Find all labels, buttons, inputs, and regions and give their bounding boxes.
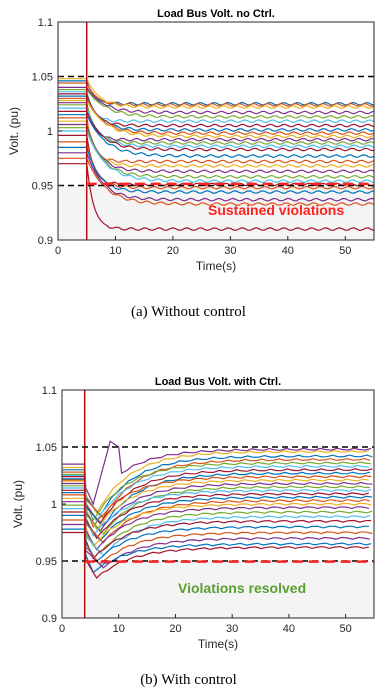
x-tick-label: 40: [283, 623, 295, 635]
x-tick-label: 10: [113, 623, 125, 635]
x-tick-label: 30: [224, 245, 236, 257]
series-line-24: [58, 152, 375, 202]
series-line-11: [62, 481, 373, 533]
series-line-13: [62, 487, 372, 538]
series-line-14: [62, 489, 370, 540]
chart-title: Load Bus Volt. no Ctrl.: [157, 8, 275, 20]
series-line-15: [58, 114, 375, 159]
lower-band: [58, 185, 374, 240]
chart-without-control: Load Bus Volt. no Ctrl. 0 10 20 30 40 50 0.9 0.9…: [7, 8, 375, 273]
series-line-20: [58, 130, 375, 184]
y-axis-label: Volt. (pu): [7, 107, 21, 155]
x-tick-label: 0: [59, 623, 65, 635]
series-line-25: [62, 528, 372, 574]
series-line-9: [62, 475, 372, 529]
series-line-19: [58, 127, 375, 179]
series-line-7: [62, 468, 373, 525]
series-line-7: [58, 93, 375, 128]
series-line-3: [58, 78, 375, 109]
series-line-13: [58, 107, 375, 149]
figure-with-control: Load Bus Volt. with Ctrl. 0 10 20 30 40 50 0.9 0…: [0, 340, 377, 698]
y-tick-label: 0.9: [38, 235, 53, 247]
series-line-16: [58, 117, 375, 164]
series-line-19: [62, 504, 373, 554]
series-line-23: [62, 519, 373, 566]
series-line-25: [58, 157, 375, 206]
series-line-1: [62, 440, 372, 506]
series-line-21: [62, 511, 372, 560]
series-line-24: [62, 523, 371, 569]
series-line-12: [62, 485, 371, 535]
series-line-11: [58, 102, 374, 142]
series-line-12: [58, 104, 375, 145]
series-line-14: [58, 110, 375, 152]
series-line-8: [62, 471, 371, 527]
y-tick-label: 0.95: [32, 181, 53, 193]
y-tick-label: 0.9: [42, 613, 57, 625]
series-line-22: [58, 141, 375, 190]
series-line-18: [62, 501, 370, 551]
lower-band: [62, 561, 374, 618]
x-axis-label: Time(s): [198, 637, 238, 651]
y-tick-label: 1.1: [42, 385, 57, 397]
chart-with-control: Load Bus Volt. with Ctrl. 0 10 20 30 40 50 0.9 0…: [11, 376, 375, 651]
series-line-17: [62, 497, 372, 548]
chart-title: Load Bus Volt. with Ctrl.: [155, 376, 281, 388]
series-line-5: [62, 461, 372, 522]
x-tick-label: 30: [226, 623, 238, 635]
x-tick-label: 20: [169, 623, 181, 635]
caption-with-control: (b) With control: [140, 672, 237, 688]
y-tick-label: 1: [51, 499, 57, 511]
series-line-2: [62, 449, 370, 515]
series-line-21: [58, 134, 375, 187]
series-line-1: [58, 80, 375, 106]
series-line-2: [58, 82, 375, 107]
x-tick-label: 40: [282, 245, 294, 257]
series-line-22: [62, 514, 369, 562]
series-line-9: [58, 97, 375, 136]
annotation-text: Sustained violations: [208, 202, 344, 218]
series-line-6: [58, 91, 375, 124]
series-line-5: [58, 89, 375, 119]
series-line-6: [62, 464, 369, 523]
series-line-10: [62, 478, 370, 531]
y-tick-label: 1.05: [32, 72, 53, 84]
series-line-18: [58, 123, 375, 174]
series-line-26: [62, 531, 370, 580]
caption-without-control: (a) Without control: [131, 304, 246, 320]
y-tick-label: 0.95: [36, 556, 57, 568]
x-tick-label: 20: [167, 245, 179, 257]
series-line-23: [58, 146, 375, 194]
y-axis-label: Volt. (pu): [11, 480, 25, 528]
x-axis-label: Time(s): [196, 259, 236, 273]
y-tick-label: 1.1: [38, 17, 53, 29]
series-line-8: [58, 95, 375, 132]
x-tick-label: 50: [340, 623, 352, 635]
series-line-15: [62, 492, 373, 542]
series-line-3: [62, 454, 373, 517]
series-line-17: [58, 120, 375, 168]
y-tick-label: 1: [47, 126, 53, 138]
annotation-text: Violations resolved: [178, 580, 306, 596]
series-line-10: [58, 99, 375, 139]
x-tick-label: 50: [339, 245, 351, 257]
y-tick-label: 1.05: [36, 442, 57, 454]
x-tick-label: 0: [55, 245, 61, 257]
series-line-4: [58, 86, 375, 115]
figure-without-control: Load Bus Volt. no Ctrl. 0 10 20 30 40 50 0.9 0.9…: [0, 0, 377, 338]
x-tick-label: 10: [109, 245, 121, 257]
series-line-26: [58, 163, 375, 232]
